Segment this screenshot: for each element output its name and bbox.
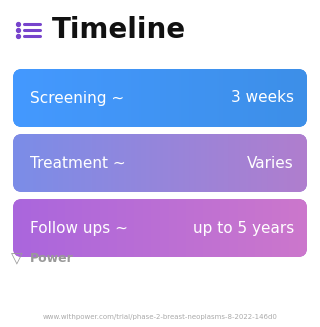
- Text: www.withpower.com/trial/phase-2-breast-neoplasms-8-2022-146d0: www.withpower.com/trial/phase-2-breast-n…: [43, 314, 277, 320]
- Text: Treatment ~: Treatment ~: [30, 156, 126, 170]
- FancyBboxPatch shape: [13, 134, 307, 192]
- Text: up to 5 years: up to 5 years: [193, 220, 294, 235]
- Text: Follow ups ~: Follow ups ~: [30, 220, 128, 235]
- Text: 3 weeks: 3 weeks: [231, 91, 294, 106]
- FancyBboxPatch shape: [13, 199, 307, 257]
- FancyBboxPatch shape: [13, 69, 307, 127]
- Text: Screening ~: Screening ~: [30, 91, 124, 106]
- Text: Power: Power: [30, 252, 74, 266]
- Text: ▽: ▽: [11, 251, 23, 267]
- Text: Varies: Varies: [247, 156, 294, 170]
- Text: Timeline: Timeline: [52, 16, 186, 44]
